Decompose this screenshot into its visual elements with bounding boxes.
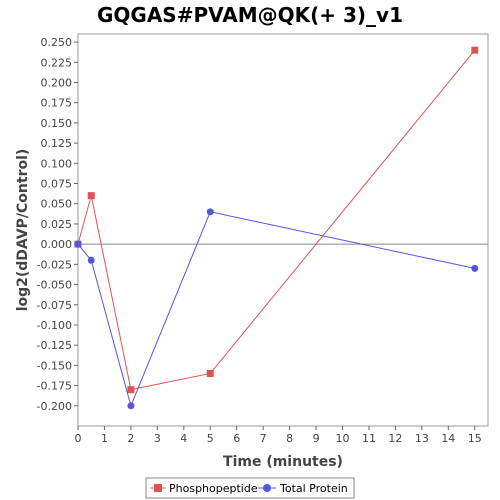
y-axis-label: log2(dDAVP/Control) [15,149,31,312]
legend-box [145,477,355,499]
x-tick-label: 9 [313,432,320,445]
x-tick-label: 11 [362,432,376,445]
data-point [127,402,135,410]
series-total-protein [74,208,479,410]
x-tick-label: 12 [388,432,402,445]
legend-item-phosphopeptide: Phosphopeptide [150,482,258,495]
x-tick-label: 0 [75,432,82,445]
y-tick-label: -0.200 [37,400,72,413]
legend-marker-phosphopeptide [154,484,162,492]
x-axis-label: Time (minutes) [223,454,343,470]
y-tick-label: 0.150 [41,117,73,130]
legend-label-total-protein: Total Protein [279,482,348,495]
data-point [74,240,82,248]
x-tick-label: 2 [127,432,134,445]
legend: Phosphopeptide Total Protein [145,477,355,499]
y-tick-label: 0.175 [41,97,73,110]
x-tick-label: 6 [233,432,240,445]
y-tick-label: -0.075 [37,299,72,312]
y-tick-label: -0.175 [37,380,72,393]
data-point [471,264,479,272]
x-tick-label: 10 [336,432,350,445]
y-axis: 0.250 0.225 0.200 0.175 0.150 0.125 0.100 0.075… [37,36,78,413]
legend-item-total-protein: Total Protein [258,482,348,495]
legend-marker-total-protein [263,484,271,492]
y-tick-label: 0.100 [41,157,73,170]
y-tick-label: 0.125 [41,137,73,150]
legend-label-phosphopeptide: Phosphopeptide [169,482,258,495]
y-tick-label: -0.125 [37,339,72,352]
plot-area [77,33,489,427]
x-tick-label: 1 [101,432,108,445]
x-tick-label: 8 [286,432,293,445]
x-axis: 0 1 2 3 4 5 6 7 8 9 10 11 12 13 14 15 [75,426,482,445]
x-tick-label: 5 [207,432,214,445]
data-point [206,369,214,377]
x-tick-label: 14 [441,432,455,445]
y-tick-label: -0.025 [37,258,72,271]
y-tick-label: 0.075 [41,178,73,191]
y-tick-label: 0.200 [41,76,73,89]
data-point [206,208,214,216]
chart-title: GQGAS#PVAM@QK(+ 3)_v1 [97,3,403,27]
x-tick-label: 15 [468,432,482,445]
y-tick-label: 0.050 [41,198,73,211]
series-layer [74,46,479,410]
x-tick-label: 3 [154,432,161,445]
y-tick-label: 0.225 [41,56,73,69]
data-point [471,46,479,54]
y-tick-label: -0.100 [37,319,72,332]
x-tick-label: 13 [415,432,429,445]
y-tick-label: 0.000 [41,238,73,251]
y-tick-label: 0.250 [41,36,73,49]
x-tick-label: 4 [180,432,187,445]
data-point [127,386,135,394]
y-tick-label: 0.025 [41,218,73,231]
data-point [87,192,95,200]
x-tick-label: 7 [260,432,267,445]
data-point [87,256,95,264]
y-tick-label: -0.050 [37,279,72,292]
y-tick-label: -0.150 [37,359,72,372]
